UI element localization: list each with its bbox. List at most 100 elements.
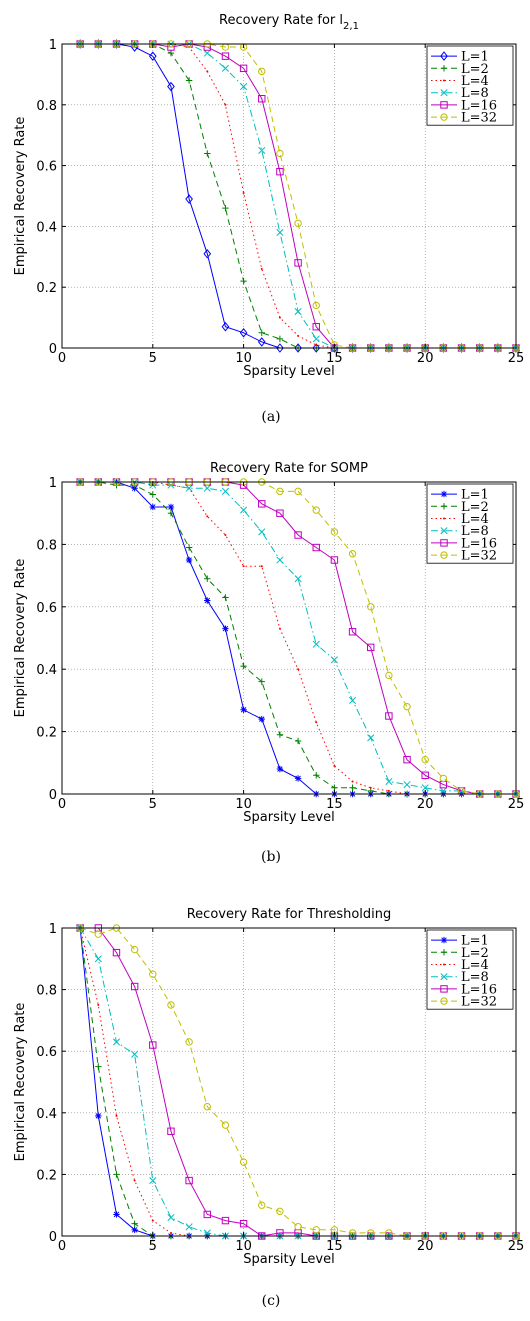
legend-swatch-marker: [440, 65, 448, 72]
legend-box: [426, 45, 514, 126]
y-tick-label: 0.4: [36, 1107, 57, 1122]
y-tick-label: 0: [49, 342, 57, 357]
data-point: [312, 323, 320, 331]
data-point: [258, 67, 266, 76]
data-point: [297, 334, 300, 337]
data-point: [203, 1229, 211, 1237]
x-tick-label: 20: [417, 797, 434, 812]
legend: L=1L=2L=4L=8L=16L=32: [426, 483, 514, 564]
x-tick-label: 25: [508, 797, 525, 812]
legend-label: L=8: [461, 970, 489, 985]
legend-swatch-marker: [443, 79, 445, 82]
x-tick-label: 5: [149, 1239, 157, 1254]
x-tick-label: 0: [58, 797, 66, 812]
data-point: [131, 1050, 139, 1058]
data-point: [113, 1171, 120, 1178]
legend-swatch-marker: [440, 89, 448, 97]
data-point: [169, 1231, 172, 1234]
y-tick-label: 0.8: [36, 538, 57, 553]
legend-box: [426, 929, 514, 1010]
data-point: [348, 343, 357, 353]
data-point: [315, 343, 318, 346]
data-point: [349, 696, 357, 704]
data-point: [403, 702, 411, 711]
data-point: [276, 765, 284, 773]
data-point: [94, 930, 103, 938]
y-tick-label: 1: [49, 38, 57, 53]
legend-swatch-marker: [440, 551, 448, 559]
data-point: [493, 343, 502, 353]
data-point: [257, 337, 266, 347]
legend-swatch-marker: [440, 936, 448, 944]
data-point: [403, 781, 411, 789]
data-point: [385, 343, 393, 353]
panel-caption: (c): [262, 1293, 281, 1309]
data-point: [185, 1038, 193, 1046]
data-point: [149, 503, 156, 511]
y-tick-label: 0.2: [36, 281, 57, 296]
x-axis-label: Sparsity Level: [243, 810, 334, 825]
data-point: [185, 1176, 193, 1185]
x-tick-label: 20: [417, 1239, 434, 1254]
data-point: [367, 603, 375, 611]
data-point: [278, 627, 281, 630]
data-point: [167, 49, 175, 57]
legend-label: L=1: [461, 488, 489, 503]
data-point: [239, 327, 248, 338]
data-point: [312, 640, 320, 648]
data-point: [276, 335, 284, 343]
legend-label: L=2: [461, 946, 489, 961]
legend: L=1L=2L=4L=8L=16L=32: [426, 45, 514, 126]
data-point: [131, 1220, 138, 1227]
data-point: [385, 777, 393, 786]
legend-swatch-marker: [443, 963, 445, 966]
legend-label: L=16: [461, 98, 497, 113]
y-axis-label: Empirical Recovery Rate: [13, 117, 28, 276]
y-tick-label: 0.4: [36, 220, 57, 235]
data-point: [224, 534, 227, 537]
data-point: [403, 343, 411, 353]
data-point: [203, 484, 211, 492]
data-point: [276, 1207, 284, 1216]
data-point: [276, 167, 284, 176]
legend-swatch-marker: [440, 949, 448, 956]
x-tick-label: 0: [58, 351, 66, 366]
data-point: [131, 1226, 138, 1234]
data-point: [349, 784, 356, 791]
data-point: [204, 597, 211, 604]
chart-panel-b: 0 5 10 15 20 25 0 0.2 0.4 0.6 0.8 1 Recovery Rate fo…: [13, 461, 524, 865]
legend-swatch-marker: [440, 973, 448, 981]
data-point: [185, 1223, 193, 1231]
data-point: [130, 945, 139, 954]
chart-title: Recovery Rate for Thresholding: [187, 907, 392, 922]
legend-swatch-marker: [440, 503, 448, 510]
data-point: [315, 721, 318, 724]
data-point: [457, 343, 466, 353]
chart-panel-a: 0 5 10 15 20 25 0 0.2 0.4 0.6 0.8 1 Recovery Rate fo…: [13, 13, 524, 425]
x-axis-label: Sparsity Level: [243, 364, 334, 379]
data-point: [312, 506, 320, 514]
data-point: [330, 556, 339, 564]
data-point: [297, 668, 300, 671]
legend-label: L=1: [461, 934, 489, 949]
legend-swatch-marker: [440, 490, 448, 498]
data-point: [151, 1219, 154, 1222]
data-point: [204, 575, 211, 582]
legend-label: L=32: [461, 549, 497, 564]
legend-swatch-marker: [440, 527, 448, 535]
data-point: [421, 755, 429, 764]
x-tick-label: 10: [235, 1239, 252, 1254]
data-point: [312, 343, 321, 353]
x-tick-label: 5: [149, 797, 157, 812]
legend-label: L=1: [461, 50, 489, 65]
axes-box: [61, 927, 517, 1237]
y-tick-label: 0: [49, 1230, 57, 1245]
data-point: [387, 789, 390, 792]
data-point: [185, 544, 193, 551]
legend-label: L=4: [461, 74, 489, 89]
data-point: [222, 625, 229, 632]
data-point: [185, 77, 193, 84]
data-point: [258, 715, 265, 723]
legend-label: L=4: [461, 512, 489, 527]
